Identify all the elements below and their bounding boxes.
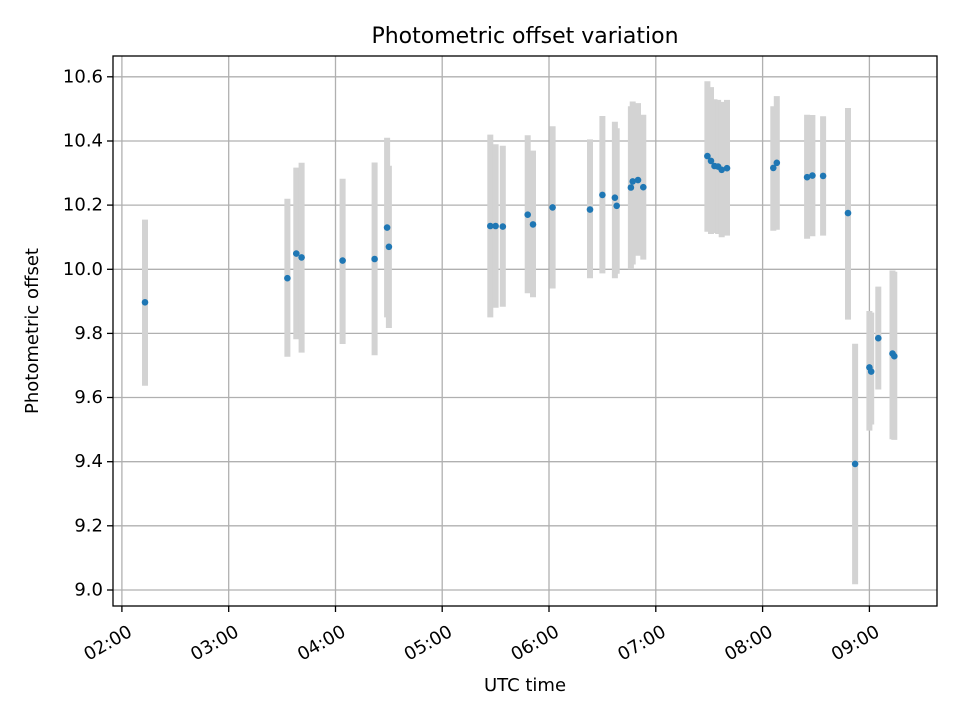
data-point	[640, 183, 647, 191]
data-point	[629, 178, 636, 185]
data-point	[293, 250, 300, 257]
x-tick-label: 08:00	[721, 621, 776, 665]
data-point	[499, 223, 507, 230]
data-point	[704, 152, 711, 160]
data-point	[371, 255, 378, 263]
data-point	[891, 352, 898, 360]
y-tick-label: 9.6	[74, 387, 103, 408]
data-point	[844, 209, 852, 217]
data-point	[339, 257, 346, 264]
y-tick-label: 10.6	[63, 66, 103, 87]
data-point	[611, 194, 619, 201]
data-point	[707, 157, 715, 165]
data-point	[492, 222, 499, 230]
data-point	[867, 368, 875, 375]
data-point	[773, 159, 781, 167]
y-tick-label: 10.0	[63, 259, 103, 280]
data-point	[718, 166, 725, 174]
x-tick-label: 09:00	[828, 621, 883, 665]
y-axis-label: Photometric offset	[22, 248, 43, 414]
data-point	[851, 460, 859, 468]
y-tick-label: 9.4	[74, 451, 103, 472]
y-tick-label: 10.2	[63, 195, 103, 216]
plot-frame	[112, 55, 938, 607]
data-point	[298, 254, 305, 261]
x-tick-label: 06:00	[507, 621, 562, 665]
data-point	[141, 299, 149, 306]
x-tick-label: 05:00	[401, 621, 456, 665]
data-point	[809, 172, 816, 179]
x-tick-label: 02:00	[80, 621, 135, 665]
y-tick-label: 9.8	[74, 323, 103, 344]
x-tick-label: 04:00	[294, 621, 349, 665]
data-point	[549, 204, 556, 211]
data-point	[524, 211, 531, 218]
data-point	[529, 221, 537, 228]
data-point	[875, 334, 882, 342]
data-point	[627, 184, 635, 191]
y-tick-label: 10.4	[63, 131, 103, 152]
axes: 02:00 03:00 04:00 05:00 06:00 07:00 08:00 09:00…	[63, 66, 883, 665]
y-tick-label: 9.2	[74, 515, 103, 536]
chart-title: Photometric offset variation	[371, 24, 678, 49]
x-axis-label: UTC time	[484, 675, 566, 696]
data-point	[803, 173, 811, 181]
data-point	[284, 274, 291, 282]
data-point	[599, 191, 606, 199]
data-point	[723, 164, 731, 172]
x-tick-label: 03:00	[187, 621, 242, 665]
data-point	[385, 243, 393, 251]
y-tick-label: 9.0	[74, 580, 103, 601]
x-tick-label: 07:00	[614, 621, 669, 665]
data-point	[613, 202, 620, 210]
data-point	[770, 164, 777, 172]
data-point	[487, 222, 494, 230]
data-point	[819, 172, 827, 180]
data-point	[383, 224, 391, 231]
data-points	[141, 152, 898, 468]
data-point	[586, 206, 594, 213]
data-point	[634, 176, 642, 184]
